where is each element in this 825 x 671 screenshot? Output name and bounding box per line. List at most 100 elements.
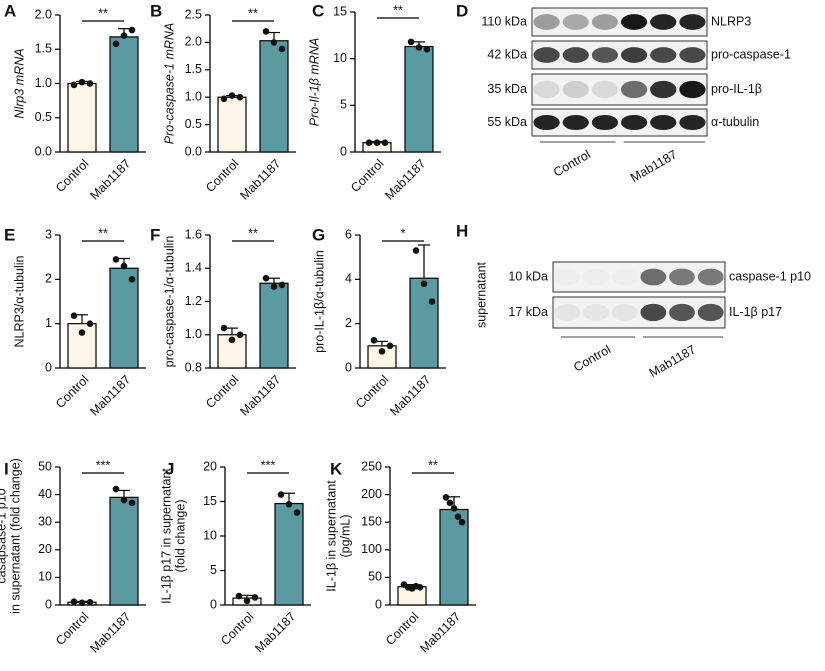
data-point [78, 78, 86, 86]
blot-band [679, 14, 706, 30]
data-point [70, 312, 78, 319]
data-point [270, 283, 278, 290]
blot-band [620, 47, 648, 63]
blot-band [611, 303, 638, 322]
panel-letter: I [4, 459, 9, 478]
panel-letter: C [312, 1, 324, 20]
data-point [86, 80, 94, 87]
blot-band [591, 47, 619, 63]
band-protein: α-tubulin [711, 115, 759, 129]
data-point [78, 329, 86, 336]
data-point [370, 336, 378, 344]
blot-frame [531, 73, 708, 106]
y-tick-label: 10 [203, 528, 217, 542]
panel-letter: A [4, 1, 16, 20]
y-tick-label: 0.0 [185, 144, 202, 158]
panel-letter: J [165, 459, 174, 478]
x-tick-label: Mab1187 [87, 157, 133, 203]
y-axis-label: pro-IL-1β/α-tubulin [312, 250, 326, 353]
data-point [220, 95, 228, 103]
y-tick-label: 15 [203, 494, 217, 508]
y-tick-label: 2 [45, 272, 52, 286]
data-point [220, 324, 228, 332]
data-point [373, 139, 381, 146]
y-axis-label: Pro-Il-1β mRNA [307, 38, 321, 126]
blot-band [591, 14, 619, 30]
data-point [128, 26, 136, 34]
blot-band [669, 268, 695, 286]
data-point [450, 505, 458, 512]
blot-band [612, 269, 638, 286]
data-point [293, 509, 301, 516]
data-point [228, 92, 236, 99]
blot-band [620, 114, 648, 131]
bar [404, 45, 434, 153]
blot-band [620, 80, 648, 99]
blot-band [554, 303, 581, 322]
y-tick-label: 150 [361, 514, 382, 528]
x-tick-label: Mab1187 [417, 610, 463, 656]
blot-band [650, 114, 677, 131]
y-axis-label: NLRP3/α-tubulin [12, 255, 26, 347]
data-point [86, 320, 94, 327]
y-tick-label: 1.2 [185, 294, 202, 308]
x-tick-label: Mab1187 [87, 610, 133, 656]
x-tick-label: Control [353, 373, 391, 411]
data-point [378, 348, 386, 355]
error-bar [118, 489, 130, 498]
y-axis-label: (pg/mL) [338, 514, 352, 557]
x-tick-label: Mab1187 [87, 373, 133, 419]
y-tick-label: 1.0 [185, 89, 202, 103]
y-axis-label: in supernatant (fold change) [8, 458, 22, 614]
y-tick-label: 1.6 [185, 227, 202, 241]
blot-strip [531, 7, 708, 37]
y-tick-label: 0 [375, 597, 382, 611]
y-tick-label: 2.0 [185, 35, 202, 49]
data-point [112, 485, 120, 493]
side-label: supernatant [474, 261, 488, 328]
data-point [78, 599, 86, 607]
error-bar [76, 314, 88, 324]
band-protein: NLRP3 [711, 14, 751, 28]
x-tick-label: Mab1187 [382, 157, 428, 203]
y-tick-label: 0 [340, 144, 347, 158]
bar [109, 267, 139, 369]
blot-band [697, 303, 724, 322]
y-axis-label: IL-1β in supernatant [324, 480, 338, 592]
y-tick-label: 0 [345, 360, 352, 374]
data-point [386, 342, 394, 350]
y-tick-label: 200 [361, 487, 382, 501]
y-tick-label: 0.8 [185, 360, 202, 374]
blot-band [554, 269, 580, 286]
data-point [407, 38, 415, 46]
data-point [416, 584, 424, 591]
band-size: 42 kDa [487, 47, 527, 61]
data-point [285, 500, 293, 508]
blot-band [562, 14, 589, 30]
blot-strip [552, 296, 726, 329]
y-tick-label: 10 [333, 51, 347, 65]
y-axis-label: IL-1β p17 in supernatant [159, 468, 173, 604]
data-point [262, 274, 270, 282]
data-point [458, 518, 466, 526]
data-point [278, 281, 286, 289]
y-tick-label: 5 [210, 563, 217, 577]
y-tick-label: 2.0 [35, 7, 52, 21]
y-axis-label: (fold change) [173, 500, 187, 573]
bar [274, 502, 304, 606]
panel-letter: G [312, 225, 325, 244]
bar [409, 277, 439, 369]
bar [259, 282, 289, 369]
bar [67, 82, 97, 153]
x-tick-label: Control [383, 610, 421, 648]
x-tick-label: Control [218, 610, 256, 648]
x-tick-label: Mab1187 [387, 373, 433, 419]
error-bar [376, 340, 388, 346]
blot-band [679, 114, 706, 131]
blot-band [591, 114, 619, 131]
y-tick-label: 2 [345, 316, 352, 330]
blot-band [562, 47, 589, 63]
error-bar [418, 244, 430, 279]
lane-group-label: Mab1187 [628, 147, 679, 185]
